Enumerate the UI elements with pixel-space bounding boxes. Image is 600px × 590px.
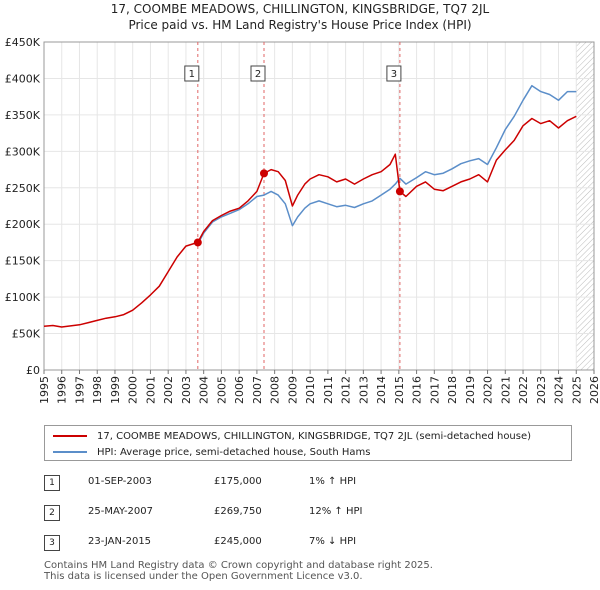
plot-border	[43, 41, 595, 371]
transaction-box-label: 3	[391, 69, 397, 80]
legend: 17, COOMBE MEADOWS, CHILLINGTON, KINGSBR…	[44, 425, 572, 461]
y-tick-label: £400K	[5, 72, 41, 85]
txn-number: 2	[44, 505, 60, 521]
y-tick-label: £100K	[5, 291, 41, 304]
x-tick-label: 2019	[464, 376, 477, 404]
txn-number: 1	[44, 475, 60, 491]
y-tick-label: £0	[26, 364, 40, 377]
x-tick-label: 2003	[180, 376, 193, 404]
txn-price: £269,750	[214, 506, 262, 517]
chart-title: 17, COOMBE MEADOWS, CHILLINGTON, KINGSBR…	[110, 2, 490, 16]
x-tick-label: 2020	[482, 376, 495, 404]
plot-area	[44, 42, 594, 370]
x-tick-label: 2025	[570, 376, 583, 404]
forecast-hatch	[576, 42, 594, 370]
x-tick-label: 2004	[198, 376, 211, 404]
transaction-box	[250, 65, 266, 82]
txn-price: £245,000	[214, 536, 262, 547]
transaction-box	[184, 65, 200, 82]
x-tick-label: 2009	[286, 376, 299, 404]
x-tick-label: 2024	[553, 376, 566, 404]
x-tick-label: 2007	[251, 376, 264, 404]
x-tick-label: 2023	[535, 376, 548, 404]
x-tick-label: 2014	[375, 376, 388, 404]
txn-hpi: 12% ↑ HPI	[309, 506, 363, 517]
x-tick-label: 2015	[393, 376, 406, 404]
x-tick-label: 2000	[127, 376, 140, 404]
txn-hpi: 1% ↑ HPI	[309, 476, 357, 487]
x-tick-label: 2010	[304, 376, 317, 404]
y-tick-label: £150K	[5, 255, 41, 268]
series-line-hpi	[197, 84, 577, 245]
y-tick-label: £300K	[5, 145, 41, 158]
txn-number: 3	[44, 535, 60, 551]
legend-item-hpi: HPI: Average price, semi-detached house,…	[53, 444, 370, 460]
txn-date: 23-JAN-2015	[88, 536, 152, 547]
legend-label-property: 17, COOMBE MEADOWS, CHILLINGTON, KINGSBR…	[97, 430, 532, 442]
y-tick-label: £200K	[5, 218, 41, 231]
txn-date: 25-MAY-2007	[88, 506, 154, 517]
x-tick-label: 1995	[38, 376, 51, 404]
transaction-marker	[395, 187, 404, 196]
chart-subtitle: Price paid vs. HM Land Registry's House …	[128, 18, 472, 32]
txn-price: £175,000	[214, 476, 262, 487]
x-tick-label: 2012	[340, 376, 353, 404]
transaction-box-label: 1	[189, 69, 195, 80]
txn-hpi: 7% ↓ HPI	[309, 536, 357, 547]
x-tick-label: 2008	[269, 376, 282, 404]
x-tick-label: 2022	[517, 376, 530, 404]
transaction-box	[386, 65, 402, 82]
price-chart: £0 £50K £100K £150K £200K £250K £300K £350K £400…	[5, 36, 600, 404]
footer-copyright: Contains HM Land Registry data © Crown c…	[44, 560, 433, 571]
legend-swatch-property	[53, 435, 87, 437]
legend-label-hpi: HPI: Average price, semi-detached house,…	[97, 446, 371, 458]
x-tick-label: 2011	[322, 376, 335, 404]
legend-item-property: 17, COOMBE MEADOWS, CHILLINGTON, KINGSBR…	[53, 428, 531, 444]
x-tick-label: 1996	[56, 376, 69, 404]
table-row: 1 01-SEP-2003 £175,000 1% ↑ HPI	[44, 475, 444, 493]
x-tick-label: 2005	[215, 376, 228, 404]
y-tick-label: £450K	[5, 36, 41, 49]
footer-license: This data is licensed under the Open Gov…	[44, 571, 363, 582]
transaction-marker	[260, 169, 268, 178]
x-tick-label: 2001	[144, 376, 157, 404]
x-tick-label: 1999	[109, 376, 122, 404]
legend-swatch-hpi	[53, 451, 87, 453]
x-tick-label: 2018	[446, 376, 459, 404]
x-tick-label: 2016	[411, 376, 424, 404]
transaction-marker	[193, 238, 202, 247]
series-line-property	[43, 115, 577, 328]
footer: Contains HM Land Registry data © Crown c…	[44, 560, 433, 582]
x-tick-label: 2002	[162, 376, 175, 404]
y-tick-label: £50K	[12, 328, 41, 341]
x-tick-label: 1998	[91, 376, 104, 404]
txn-date: 01-SEP-2003	[88, 476, 152, 487]
y-tick-label: £350K	[5, 109, 41, 122]
transaction-box-label: 2	[255, 69, 261, 80]
x-tick-label: 2021	[499, 376, 512, 404]
x-tick-label: 2006	[233, 376, 246, 404]
x-tick-label: 1997	[73, 376, 86, 404]
y-tick-label: £250K	[5, 182, 41, 195]
table-row: 3 23-JAN-2015 £245,000 7% ↓ HPI	[44, 535, 444, 553]
table-row: 2 25-MAY-2007 £269,750 12% ↑ HPI	[44, 505, 444, 523]
x-tick-label: 2017	[428, 376, 441, 404]
x-tick-label: 2013	[357, 376, 370, 404]
x-tick-label: 2026	[588, 376, 600, 404]
